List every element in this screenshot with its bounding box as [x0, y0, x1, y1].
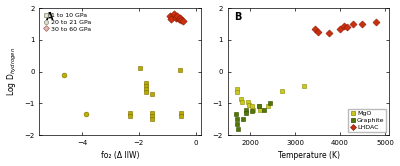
Point — [240, 118, 246, 121]
Point — [168, 18, 175, 20]
Point — [239, 100, 245, 103]
Point — [245, 100, 251, 103]
Point — [344, 26, 350, 28]
Point — [171, 13, 178, 16]
Point — [233, 88, 240, 90]
Point — [172, 16, 179, 19]
Point — [341, 24, 348, 27]
Point — [127, 115, 134, 117]
Y-axis label: Log D$_{hydrogen}$: Log D$_{hydrogen}$ — [6, 47, 19, 96]
Point — [60, 73, 67, 76]
Point — [177, 69, 183, 71]
Point — [178, 19, 184, 21]
Point — [180, 19, 186, 22]
Point — [256, 105, 262, 108]
Point — [257, 108, 263, 111]
Point — [178, 115, 184, 117]
Text: A: A — [46, 12, 54, 22]
X-axis label: fo₂ (Δ IIW): fo₂ (Δ IIW) — [101, 151, 140, 161]
Point — [265, 105, 271, 108]
Point — [238, 97, 244, 100]
Point — [243, 112, 250, 114]
Point — [232, 113, 239, 116]
Point — [137, 67, 144, 70]
Point — [177, 16, 183, 19]
Point — [174, 15, 180, 17]
Point — [167, 15, 173, 17]
Point — [249, 110, 256, 113]
Point — [249, 105, 256, 108]
Point — [242, 108, 249, 111]
X-axis label: Temperature (K): Temperature (K) — [278, 151, 340, 161]
Point — [256, 105, 262, 108]
Point — [326, 32, 332, 35]
Point — [235, 127, 242, 130]
Legend: MgO, Graphite, LHDAC: MgO, Graphite, LHDAC — [348, 109, 386, 132]
Point — [175, 18, 182, 20]
Point — [312, 27, 318, 30]
Point — [234, 123, 241, 125]
Point — [359, 23, 366, 25]
Point — [127, 112, 134, 114]
Point — [278, 89, 285, 92]
Point — [260, 108, 267, 111]
Point — [143, 91, 149, 93]
Point — [267, 102, 274, 105]
Point — [314, 31, 321, 33]
Legend: 1 to 10 GPa, 20 to 21 GPa, 30 to 60 GPa: 1 to 10 GPa, 20 to 21 GPa, 30 to 60 GPa — [42, 11, 92, 33]
Point — [373, 21, 379, 24]
Point — [337, 27, 343, 30]
Point — [178, 112, 184, 114]
Text: B: B — [234, 12, 242, 22]
Point — [246, 104, 252, 106]
Point — [148, 118, 155, 121]
Point — [148, 112, 155, 114]
Point — [148, 92, 155, 95]
Point — [143, 84, 149, 87]
Point — [233, 118, 240, 121]
Point — [143, 81, 149, 84]
Point — [83, 113, 90, 116]
Point — [301, 84, 307, 87]
Point — [143, 88, 149, 90]
Point — [234, 91, 241, 93]
Point — [350, 23, 357, 25]
Point — [250, 108, 256, 111]
Point — [148, 115, 155, 117]
